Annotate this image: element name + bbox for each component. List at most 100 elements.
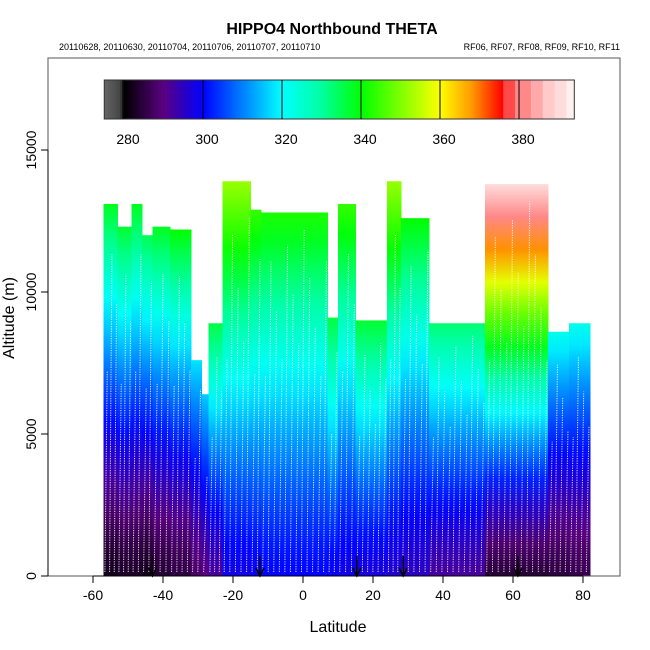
flight-track bbox=[203, 476, 208, 573]
theta-column bbox=[222, 181, 251, 577]
theta-column bbox=[338, 203, 356, 576]
colorbar-cell bbox=[191, 80, 194, 119]
colorbar-cell bbox=[380, 80, 384, 119]
colorbar-cell bbox=[206, 80, 210, 119]
colorbar-cell bbox=[424, 80, 427, 119]
colorbar-cell bbox=[224, 80, 228, 119]
colorbar-cell bbox=[483, 80, 486, 119]
colorbar-cell bbox=[199, 80, 202, 119]
theta-column bbox=[327, 317, 339, 576]
colorbar-cell bbox=[469, 80, 472, 119]
flight-track bbox=[284, 245, 289, 573]
colorbar-cell bbox=[319, 80, 322, 119]
colorbar-cell bbox=[177, 80, 180, 119]
subtitle-flights: RF06, RF07, RF08, RF09, RF10, RF11 bbox=[464, 42, 620, 52]
colorbar-cell bbox=[420, 80, 423, 119]
colorbar-cell bbox=[195, 80, 198, 119]
colorbar-cell bbox=[501, 80, 504, 119]
colorbar-cell bbox=[570, 80, 573, 119]
theta-column bbox=[401, 218, 430, 576]
colorbar-cell bbox=[335, 80, 338, 119]
flight-track bbox=[306, 277, 311, 573]
flight-track bbox=[387, 358, 392, 573]
colorbar-tick-label: 380 bbox=[511, 131, 535, 147]
colorbar-cell bbox=[147, 80, 150, 119]
colorbar-cell bbox=[155, 80, 158, 119]
colorbar-cell bbox=[185, 80, 188, 119]
colorbar-cell bbox=[122, 80, 125, 119]
flight-track bbox=[361, 354, 366, 573]
flight-track bbox=[543, 360, 548, 573]
colorbar-cell bbox=[333, 80, 336, 119]
subtitle-dates: 20110628, 20110630, 20110704, 20110706, … bbox=[59, 42, 320, 52]
colorbar-cell bbox=[305, 80, 308, 119]
colorbar-cell bbox=[240, 80, 243, 119]
flight-track bbox=[317, 376, 322, 573]
colorbar-cell bbox=[459, 80, 463, 119]
colorbar-cell bbox=[426, 80, 429, 119]
colorbar-cell bbox=[368, 80, 372, 119]
flight-track bbox=[554, 364, 558, 573]
flight-track bbox=[289, 294, 294, 573]
colorbar-cell bbox=[183, 80, 186, 119]
colorbar-cell bbox=[323, 80, 326, 119]
colorbar-cell bbox=[400, 80, 403, 119]
colorbar-cell bbox=[163, 80, 166, 119]
x-tick-label: -20 bbox=[223, 587, 243, 603]
colorbar-cell bbox=[127, 80, 131, 119]
theta-column bbox=[191, 360, 202, 576]
theta-column bbox=[548, 331, 570, 576]
flight-track bbox=[549, 441, 553, 573]
colorbar-cell bbox=[568, 80, 571, 119]
colorbar-cell bbox=[538, 80, 542, 119]
colorbar-cell bbox=[341, 80, 344, 119]
flight-track bbox=[559, 397, 564, 573]
colorbar-cell bbox=[550, 80, 553, 119]
y-tick-label: 10000 bbox=[23, 272, 39, 311]
colorbar-cell bbox=[524, 80, 528, 119]
colorbar-cell bbox=[382, 80, 386, 119]
colorbar-cell bbox=[307, 80, 310, 119]
colorbar-cell bbox=[151, 80, 154, 119]
flight-track bbox=[526, 201, 531, 573]
colorbar-cell bbox=[234, 80, 237, 119]
colorbar-cell bbox=[554, 80, 557, 119]
colorbar-cell bbox=[418, 80, 421, 119]
colorbar-cell bbox=[351, 80, 354, 119]
colorbar-cell bbox=[297, 80, 301, 119]
theta-column bbox=[387, 181, 402, 577]
colorbar-cell bbox=[258, 80, 261, 119]
colorbar-cell bbox=[276, 80, 279, 119]
colorbar-tick-label: 280 bbox=[116, 131, 140, 147]
colorbar-cell bbox=[116, 80, 119, 119]
colorbar-cell bbox=[364, 80, 368, 119]
y-tick-label: 5000 bbox=[23, 418, 39, 449]
colorbar-cell bbox=[422, 80, 425, 119]
colorbar-cell bbox=[214, 80, 218, 119]
colorbar-cell bbox=[556, 80, 559, 119]
colorbar-cell bbox=[339, 80, 342, 119]
colorbar-cell bbox=[361, 80, 364, 119]
colorbar-cell bbox=[572, 80, 575, 119]
theta-column bbox=[569, 323, 591, 576]
flight-track bbox=[118, 383, 122, 573]
colorbar-cell bbox=[412, 80, 415, 119]
colorbar-cell bbox=[532, 80, 536, 119]
colorbar-cell bbox=[114, 80, 117, 119]
colorbar-cell bbox=[392, 80, 395, 119]
colorbar-cell bbox=[499, 80, 502, 119]
colorbar-cell bbox=[359, 80, 362, 119]
colorbar-cell bbox=[528, 80, 532, 119]
colorbar: 280 300 320 340 360 380 bbox=[103, 79, 575, 147]
flight-track bbox=[234, 287, 239, 573]
flight-track bbox=[407, 266, 412, 573]
theta-column bbox=[261, 212, 328, 577]
flight-track bbox=[564, 430, 569, 573]
x-tick-label: 20 bbox=[365, 587, 381, 603]
colorbar-cell bbox=[461, 80, 465, 119]
colorbar-cell bbox=[137, 80, 141, 119]
colorbar-cell bbox=[212, 80, 216, 119]
colorbar-cell bbox=[337, 80, 340, 119]
colorbar-cell bbox=[477, 80, 480, 119]
y-axis-label: Altitude (m) bbox=[1, 277, 18, 359]
